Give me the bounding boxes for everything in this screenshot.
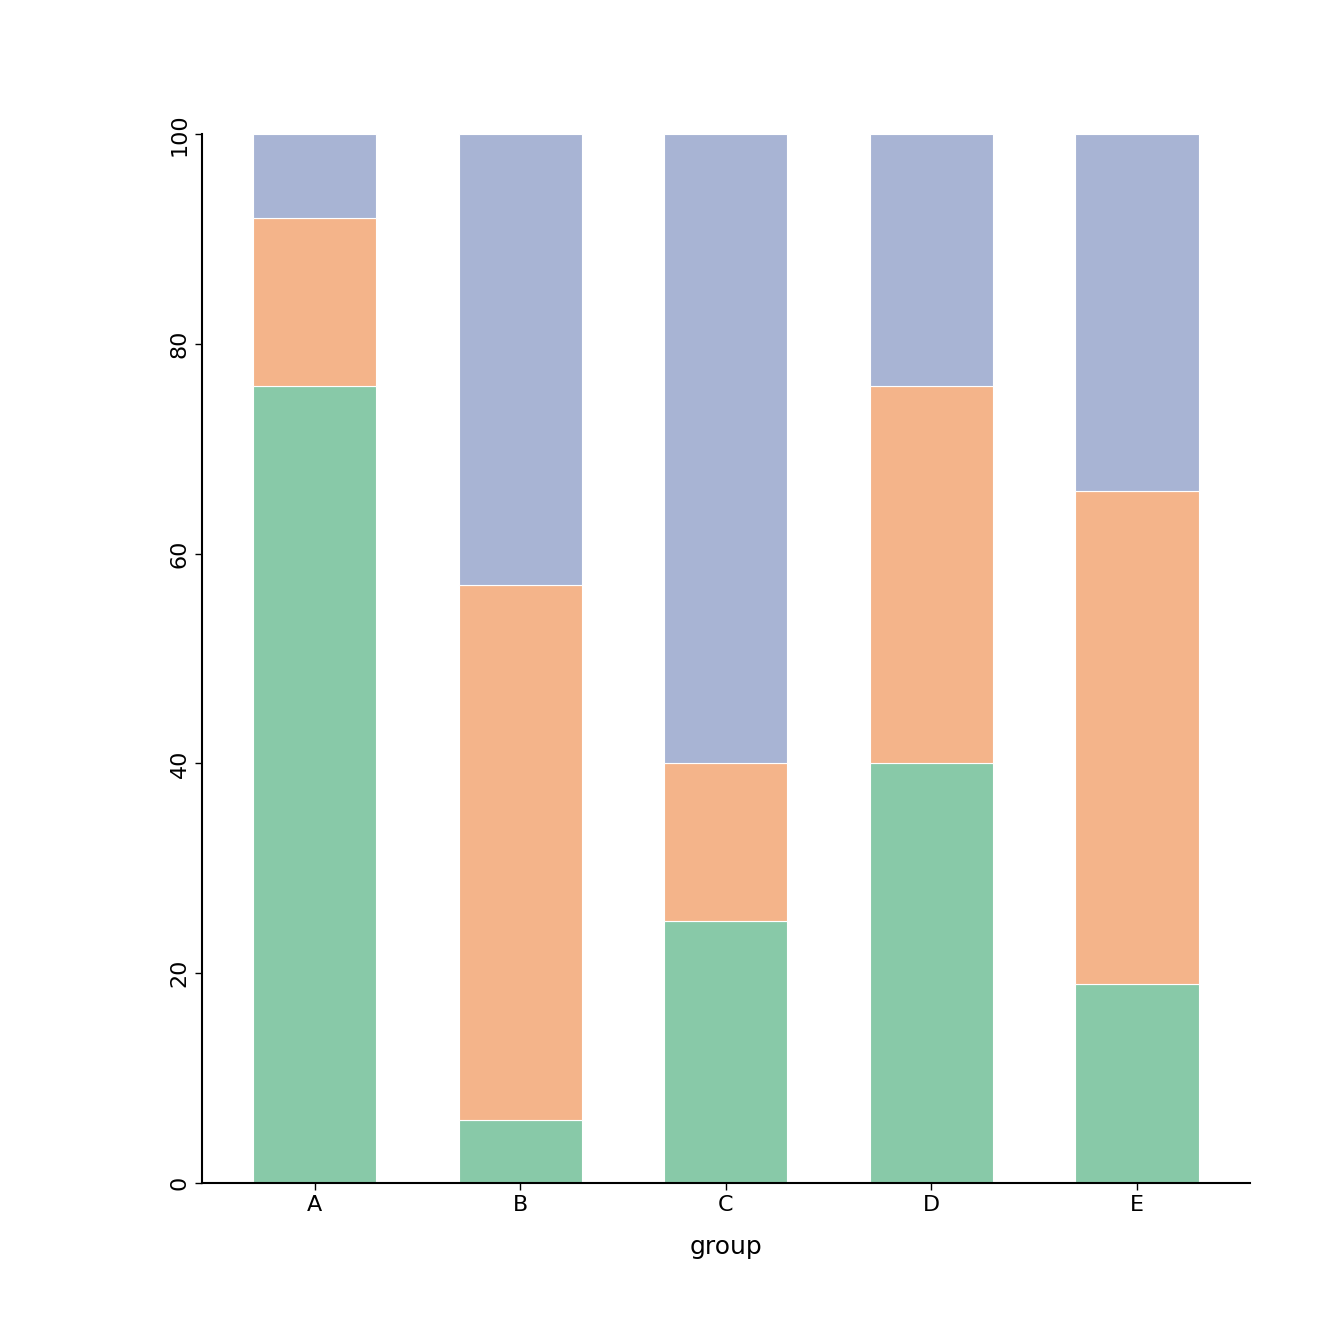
- X-axis label: group: group: [689, 1235, 762, 1259]
- Bar: [458, 134, 582, 585]
- Bar: [870, 134, 993, 386]
- Bar: [664, 763, 788, 921]
- Bar: [253, 134, 376, 218]
- Bar: [870, 763, 993, 1183]
- Bar: [253, 386, 376, 1183]
- Bar: [1075, 491, 1199, 984]
- Bar: [458, 585, 582, 1120]
- Bar: [1075, 984, 1199, 1183]
- Bar: [664, 921, 788, 1183]
- Bar: [664, 134, 788, 763]
- Bar: [458, 1120, 582, 1183]
- Bar: [870, 386, 993, 763]
- Bar: [253, 218, 376, 386]
- Bar: [1075, 134, 1199, 491]
